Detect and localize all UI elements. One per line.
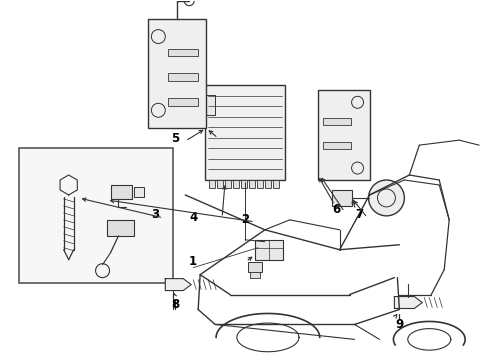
Bar (110, 185, 132, 199)
Text: 1: 1 (189, 255, 197, 268)
Bar (19, 148, 173, 283)
Bar (331, 190, 351, 206)
Polygon shape (165, 279, 191, 291)
Text: 2: 2 (241, 213, 248, 226)
Bar (203, 95, 215, 115)
Bar (233, 180, 239, 188)
Bar (168, 73, 198, 81)
Text: 3: 3 (151, 208, 159, 221)
Bar (248, 180, 254, 188)
Bar (224, 180, 230, 188)
Bar (148, 19, 206, 128)
Bar (168, 49, 198, 57)
Text: 6: 6 (332, 203, 340, 216)
Bar (168, 98, 198, 106)
Polygon shape (394, 297, 422, 309)
Circle shape (368, 180, 404, 216)
Bar (241, 180, 246, 188)
Bar (322, 142, 350, 149)
Bar (249, 272, 260, 278)
Text: 7: 7 (355, 208, 363, 221)
Bar (317, 90, 369, 180)
Bar (134, 187, 144, 197)
Bar (256, 180, 263, 188)
Bar (209, 180, 215, 188)
Text: 8: 8 (171, 298, 179, 311)
Text: 5: 5 (171, 132, 179, 145)
Bar (205, 85, 285, 180)
Bar (272, 180, 278, 188)
Bar (247, 262, 262, 272)
Text: 4: 4 (189, 211, 197, 224)
Bar (106, 220, 134, 236)
Bar (254, 240, 282, 260)
Bar (217, 180, 223, 188)
Bar (322, 118, 350, 125)
Bar (264, 180, 270, 188)
Text: 9: 9 (394, 318, 403, 331)
